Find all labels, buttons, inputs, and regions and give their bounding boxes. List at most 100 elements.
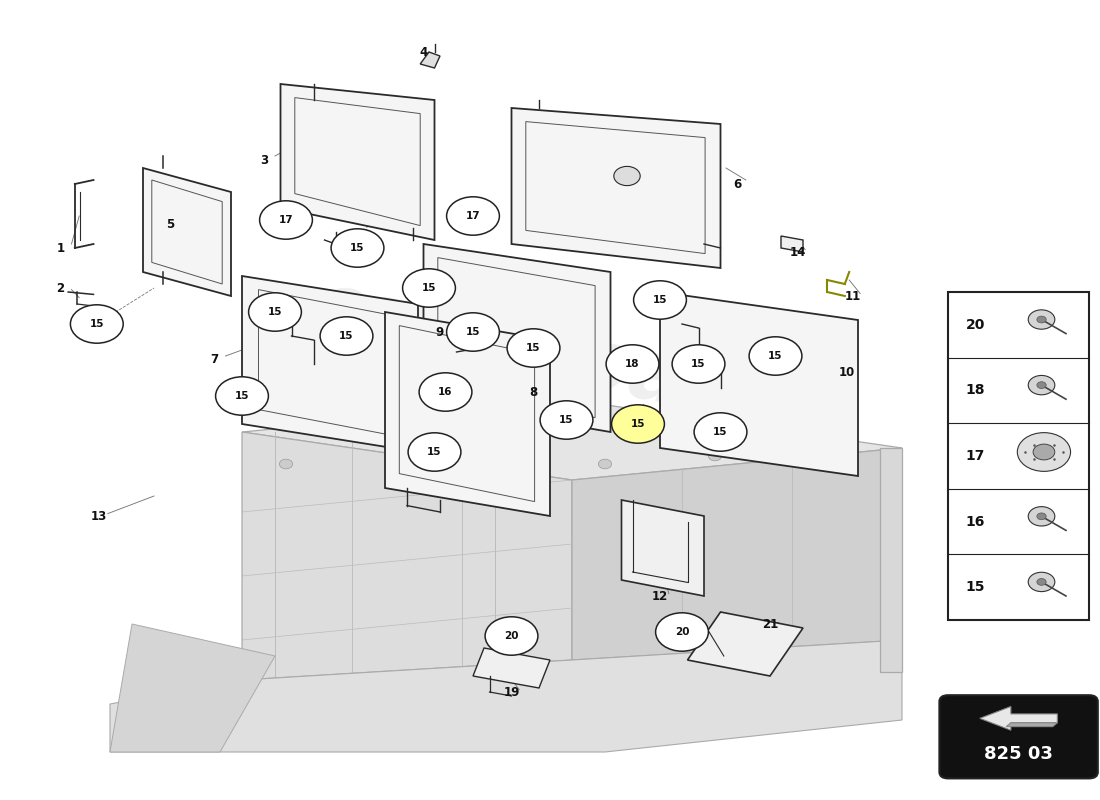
Circle shape bbox=[447, 313, 499, 351]
Text: 17: 17 bbox=[966, 449, 986, 463]
Text: 17: 17 bbox=[465, 211, 481, 221]
Text: 3: 3 bbox=[260, 154, 268, 166]
Circle shape bbox=[606, 345, 659, 383]
Text: 15: 15 bbox=[559, 415, 574, 425]
Circle shape bbox=[1028, 506, 1055, 526]
Circle shape bbox=[598, 459, 612, 469]
Text: 15: 15 bbox=[768, 351, 783, 361]
Circle shape bbox=[320, 317, 373, 355]
Circle shape bbox=[1028, 375, 1055, 394]
Polygon shape bbox=[143, 168, 231, 296]
Text: 5: 5 bbox=[166, 218, 175, 230]
Circle shape bbox=[1037, 578, 1046, 586]
Polygon shape bbox=[420, 52, 440, 68]
Circle shape bbox=[749, 337, 802, 375]
Circle shape bbox=[499, 419, 513, 429]
Text: 15: 15 bbox=[89, 319, 104, 329]
Text: 2: 2 bbox=[56, 282, 65, 294]
Circle shape bbox=[656, 613, 708, 651]
Polygon shape bbox=[110, 640, 902, 752]
Text: 15: 15 bbox=[339, 331, 354, 341]
Circle shape bbox=[249, 293, 301, 331]
Circle shape bbox=[485, 617, 538, 655]
Polygon shape bbox=[572, 448, 902, 688]
Polygon shape bbox=[781, 236, 803, 252]
Circle shape bbox=[216, 377, 268, 415]
Text: 15: 15 bbox=[234, 391, 250, 401]
Text: 15: 15 bbox=[267, 307, 283, 317]
Text: 20: 20 bbox=[674, 627, 690, 637]
Text: 11: 11 bbox=[845, 290, 860, 302]
Text: 15: 15 bbox=[652, 295, 668, 305]
Polygon shape bbox=[980, 706, 1057, 730]
Circle shape bbox=[1037, 382, 1046, 389]
Text: 8: 8 bbox=[529, 386, 538, 398]
Text: 825 03: 825 03 bbox=[984, 746, 1053, 763]
Text: eurospares: eurospares bbox=[306, 266, 838, 454]
Circle shape bbox=[403, 269, 455, 307]
Text: 19: 19 bbox=[504, 686, 519, 698]
Text: 15: 15 bbox=[691, 359, 706, 369]
Text: 6: 6 bbox=[733, 178, 741, 190]
FancyBboxPatch shape bbox=[939, 695, 1098, 778]
FancyBboxPatch shape bbox=[948, 292, 1089, 620]
Polygon shape bbox=[110, 624, 275, 752]
Text: 15: 15 bbox=[966, 580, 986, 594]
Circle shape bbox=[708, 451, 722, 461]
Circle shape bbox=[1033, 444, 1055, 460]
Text: 9: 9 bbox=[436, 326, 444, 338]
Text: 15: 15 bbox=[427, 447, 442, 457]
Text: 1: 1 bbox=[56, 242, 65, 254]
Polygon shape bbox=[660, 292, 858, 476]
Circle shape bbox=[818, 459, 832, 469]
Polygon shape bbox=[621, 500, 704, 596]
Text: 14: 14 bbox=[790, 246, 805, 258]
Text: 15: 15 bbox=[421, 283, 437, 293]
Polygon shape bbox=[512, 108, 720, 268]
Text: 16: 16 bbox=[438, 387, 453, 397]
Polygon shape bbox=[880, 448, 902, 672]
Text: 7: 7 bbox=[210, 354, 219, 366]
Text: 16: 16 bbox=[966, 514, 986, 529]
Text: 15: 15 bbox=[630, 419, 646, 429]
Circle shape bbox=[1028, 310, 1055, 330]
Circle shape bbox=[331, 229, 384, 267]
Text: 18: 18 bbox=[625, 359, 640, 369]
Circle shape bbox=[672, 345, 725, 383]
Polygon shape bbox=[242, 400, 902, 480]
Text: 15: 15 bbox=[465, 327, 481, 337]
Circle shape bbox=[1018, 433, 1070, 471]
Circle shape bbox=[447, 197, 499, 235]
Circle shape bbox=[389, 443, 403, 453]
Circle shape bbox=[694, 413, 747, 451]
Text: 18: 18 bbox=[966, 383, 986, 398]
Circle shape bbox=[507, 329, 560, 367]
Text: 20: 20 bbox=[966, 318, 986, 332]
Text: 15: 15 bbox=[526, 343, 541, 353]
Text: 20: 20 bbox=[504, 631, 519, 641]
Text: 10: 10 bbox=[839, 366, 855, 378]
Circle shape bbox=[634, 281, 686, 319]
Polygon shape bbox=[473, 648, 550, 688]
Text: 21: 21 bbox=[762, 618, 778, 630]
Circle shape bbox=[408, 433, 461, 471]
Polygon shape bbox=[688, 612, 803, 676]
Text: 13: 13 bbox=[91, 510, 107, 522]
Text: 12: 12 bbox=[652, 590, 668, 602]
Text: 4: 4 bbox=[419, 46, 428, 58]
Text: a passion for parts since 1985: a passion for parts since 1985 bbox=[361, 425, 695, 503]
Polygon shape bbox=[242, 276, 418, 452]
Text: 17: 17 bbox=[278, 215, 294, 225]
Circle shape bbox=[540, 401, 593, 439]
Text: 15: 15 bbox=[350, 243, 365, 253]
Polygon shape bbox=[1006, 722, 1057, 726]
Circle shape bbox=[70, 305, 123, 343]
Text: 15: 15 bbox=[713, 427, 728, 437]
Circle shape bbox=[1028, 572, 1055, 592]
Polygon shape bbox=[424, 244, 610, 432]
Circle shape bbox=[279, 459, 293, 469]
Polygon shape bbox=[385, 312, 550, 516]
Polygon shape bbox=[242, 432, 572, 720]
Circle shape bbox=[1037, 316, 1046, 323]
Circle shape bbox=[1037, 513, 1046, 520]
